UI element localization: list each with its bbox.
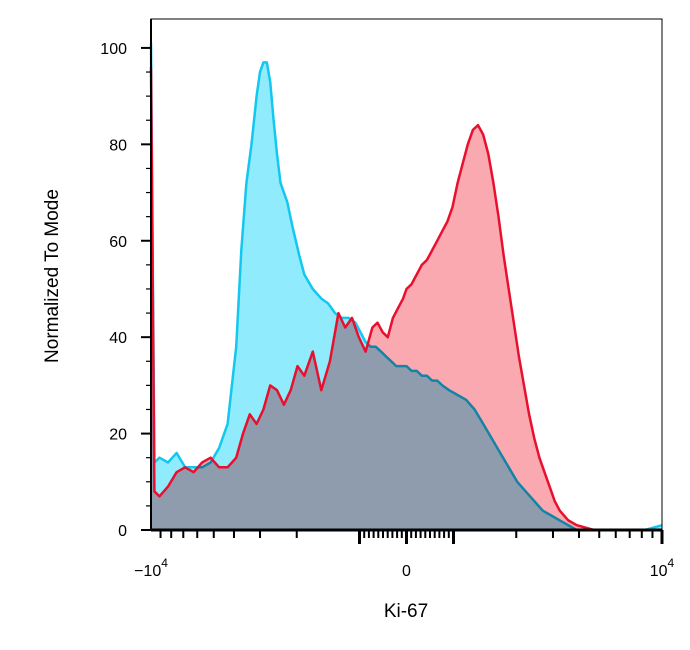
x-tick-label: 0 [402,563,411,580]
x-axis-ticks: −104 0 104 [134,530,675,580]
x-tick-label: −104 [134,556,168,580]
y-axis-ticks: 0 20 40 60 80 100 [100,41,151,540]
y-tick-label: 100 [100,41,127,58]
y-tick-label: 80 [109,137,127,154]
y-axis-label: Normalized To Mode [42,189,63,363]
x-tick-label: 104 [650,556,675,580]
series-1-area [151,67,662,530]
y-tick-label: 60 [109,234,127,251]
y-tick-label: 40 [109,330,127,347]
y-tick-label: 20 [109,427,127,444]
series-layer [149,43,663,532]
series-1-line [149,67,662,532]
x-axis-label: Ki-67 [384,601,428,622]
y-tick-label: 0 [118,523,127,540]
